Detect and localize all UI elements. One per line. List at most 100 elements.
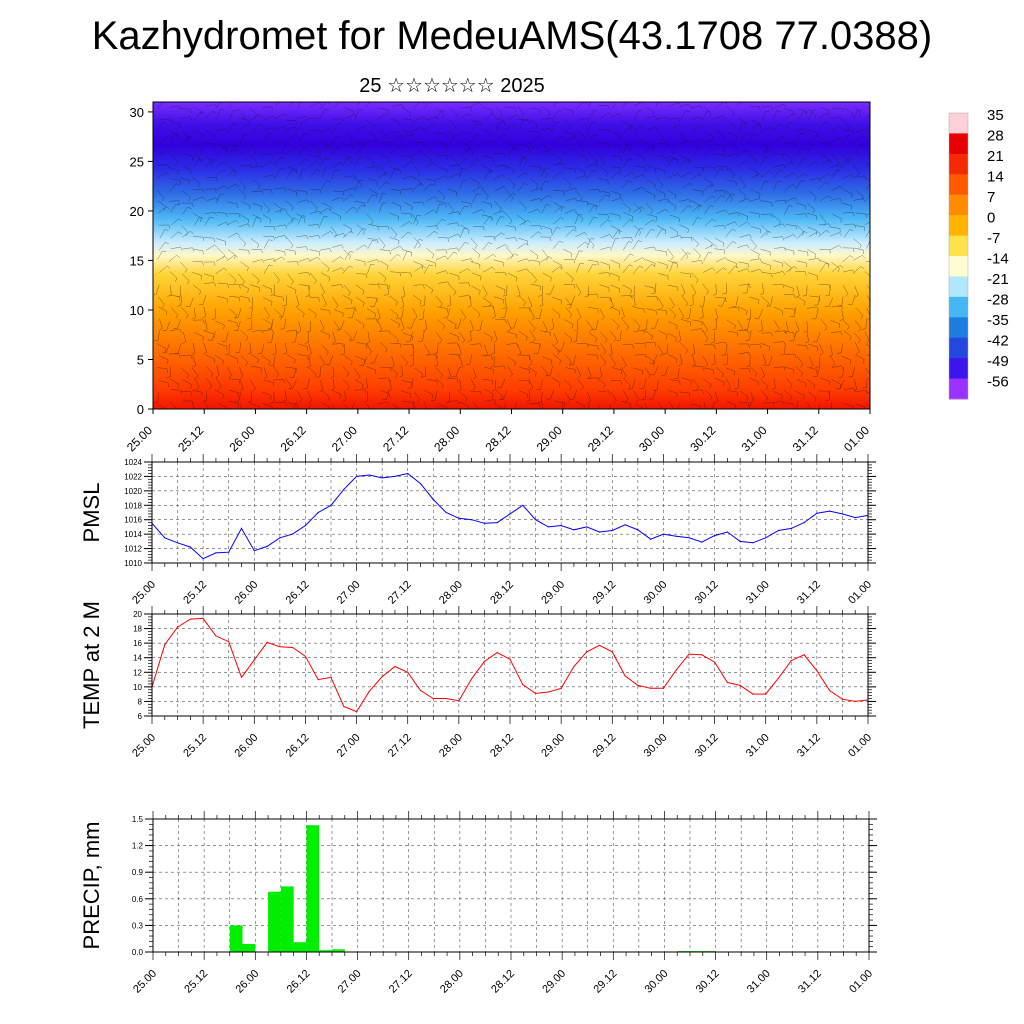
wind-barb-flag — [550, 328, 555, 331]
wind-barb — [470, 296, 472, 307]
precip-x-tick-label: 01.00 — [847, 968, 875, 996]
wind-barb — [204, 216, 211, 226]
wind-barb — [714, 248, 725, 251]
wind-barb — [646, 165, 656, 169]
wind-barb — [192, 188, 203, 190]
wind-barb — [412, 344, 415, 355]
wind-barb — [180, 261, 188, 270]
wind-barb — [829, 226, 840, 229]
wind-barb-flag — [202, 316, 206, 319]
wind-barb — [271, 318, 274, 329]
wind-barb — [378, 193, 383, 204]
wind-barb — [575, 175, 586, 180]
wind-barb-flag — [428, 149, 431, 153]
wind-barb-flag — [222, 100, 226, 102]
wind-barb-flag — [340, 353, 345, 356]
wind-barb-flag — [605, 194, 610, 198]
temp-point — [330, 676, 332, 679]
wind-barb — [402, 251, 408, 261]
wind-barb-flag — [323, 216, 328, 218]
heatmap-x-tick-label: 29.00 — [534, 423, 565, 454]
wind-barb — [238, 236, 246, 244]
wind-barb — [737, 306, 748, 312]
wind-barb-flag — [342, 399, 347, 403]
wind-barb — [308, 343, 312, 354]
wind-barb-flag — [462, 340, 466, 344]
wind-barb — [354, 126, 365, 131]
wind-barb-flag — [563, 402, 566, 407]
wind-barb — [203, 237, 214, 239]
temp-x-tick-label: 01.00 — [846, 732, 874, 760]
wind-barb-flag — [577, 375, 581, 379]
wind-barb-flag — [192, 247, 195, 252]
wind-barb-flag — [350, 300, 353, 305]
wind-barb — [770, 296, 773, 307]
wind-barb-flag — [597, 308, 599, 313]
wind-barb — [507, 319, 512, 330]
wind-barb — [518, 143, 529, 147]
wind-barb — [785, 197, 795, 202]
wind-barb-flag — [417, 173, 421, 177]
wind-barb — [191, 402, 195, 409]
wind-barb — [726, 190, 733, 199]
wind-barb — [494, 186, 504, 192]
wind-barb-flag — [559, 266, 564, 270]
wind-barb — [458, 168, 463, 179]
wind-barb — [679, 155, 690, 160]
wind-barb-flag — [538, 295, 543, 297]
wind-barb-flag — [350, 228, 353, 233]
precip-y-axis-label: PRECIP, mm — [79, 822, 104, 950]
wind-barb — [495, 216, 501, 226]
wind-barb — [331, 244, 342, 248]
wind-barb-flag — [348, 292, 351, 296]
wind-barb-flag — [723, 363, 728, 366]
wind-barb — [517, 258, 528, 262]
wind-barb — [749, 212, 760, 214]
wind-barb — [332, 161, 341, 169]
wind-barb-flag — [249, 306, 253, 309]
wind-barb — [193, 248, 203, 252]
wind-barb — [633, 318, 641, 327]
wind-barb — [702, 321, 708, 331]
wind-barb — [703, 178, 713, 184]
wind-barb-flag — [225, 407, 227, 409]
wind-barb-flag — [601, 317, 605, 321]
wind-barb — [704, 106, 712, 115]
wind-barb-flag — [280, 328, 285, 330]
wind-barb — [831, 305, 842, 308]
wind-barb — [528, 354, 533, 364]
wind-barb-flag — [501, 174, 506, 178]
wind-barb-flag — [164, 242, 169, 245]
wind-barb-flag — [418, 239, 423, 241]
wind-barb-flag — [534, 145, 539, 148]
wind-barb-flag — [800, 132, 805, 134]
wind-barb-flag — [291, 219, 294, 224]
wind-barb — [181, 273, 190, 282]
wind-barb-flag — [862, 387, 867, 389]
wind-barb — [565, 306, 573, 315]
wind-barb-flag — [840, 218, 842, 223]
wind-barb-flag — [343, 233, 346, 237]
wind-barb — [470, 120, 481, 122]
wind-barb-flag — [447, 237, 449, 242]
temp-point — [752, 693, 754, 695]
wind-barb-flag — [558, 382, 561, 387]
wind-barb-flag — [308, 285, 310, 290]
wind-barb — [806, 285, 808, 296]
chart-subtitle: 25 ☆☆☆☆☆☆ 2025 — [359, 75, 545, 97]
wind-barb — [484, 389, 494, 395]
wind-barb-flag — [724, 249, 726, 255]
wind-barb-flag — [876, 261, 877, 265]
pmsl-point — [266, 545, 268, 548]
wind-barb — [262, 214, 271, 220]
wind-barb — [389, 271, 401, 273]
wind-barb — [773, 320, 780, 330]
wind-barb-flag — [824, 327, 828, 331]
pmsl-point — [419, 483, 422, 485]
wind-barb — [692, 189, 703, 192]
heatmap-y-tick-label: 5 — [137, 352, 144, 367]
wind-barb-flag — [521, 114, 525, 118]
wind-barb — [400, 212, 411, 215]
wind-barb-flag — [199, 158, 203, 161]
wind-barb-flag — [166, 206, 170, 210]
